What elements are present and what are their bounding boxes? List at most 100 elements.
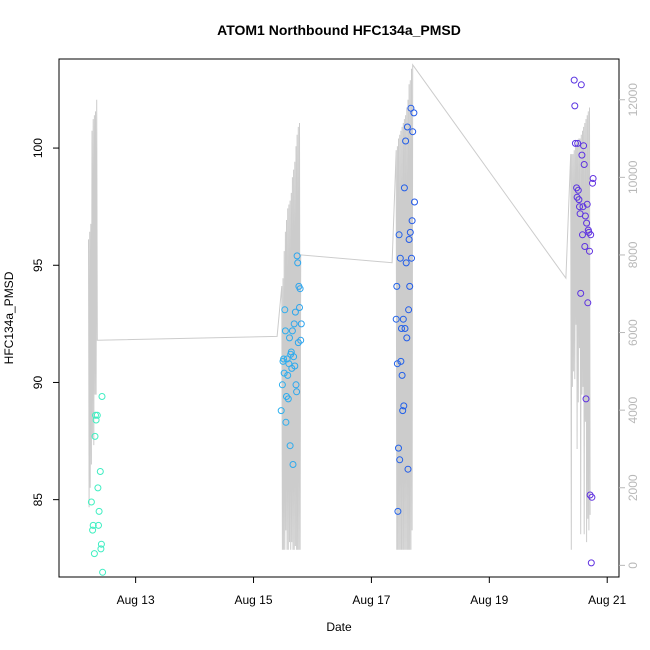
x-axis-label: Date — [326, 620, 352, 634]
data-point — [396, 456, 404, 464]
x-tick-label: Aug 17 — [352, 593, 390, 607]
data-point — [286, 442, 294, 450]
data-point — [586, 247, 593, 255]
data-point — [573, 193, 581, 201]
data-point — [99, 568, 107, 576]
x-tick-label: Aug 15 — [235, 593, 273, 607]
data-point — [281, 327, 289, 335]
data-point — [578, 151, 586, 159]
chart-title: ATOM1 Northbound HFC134a_PMSD — [217, 22, 461, 38]
plot-area — [87, 63, 597, 576]
y-tick-label: 100 — [31, 138, 45, 158]
data-point — [291, 308, 299, 316]
y2-tick-label: 8000 — [626, 241, 640, 268]
data-point — [574, 186, 582, 194]
data-point — [399, 407, 407, 415]
data-point — [293, 252, 301, 260]
data-point — [402, 259, 410, 267]
data-point — [574, 139, 582, 147]
data-point — [283, 355, 291, 363]
secondary-series-line — [88, 63, 591, 550]
data-point — [408, 254, 415, 262]
y-axis-label: HFC134a_PMSD — [2, 271, 16, 364]
data-point — [282, 418, 290, 426]
data-point — [587, 559, 595, 567]
y2-tick-label: 6000 — [626, 319, 640, 346]
data-point — [398, 325, 405, 332]
y2-tick-label: 12000 — [626, 83, 640, 117]
data-point — [571, 139, 579, 147]
data-point — [571, 102, 579, 110]
data-point — [395, 231, 403, 239]
data-point — [411, 198, 418, 206]
y-tick-label: 95 — [31, 258, 45, 272]
data-point — [586, 491, 594, 499]
data-point — [393, 282, 401, 290]
data-point — [281, 306, 289, 314]
data-point — [576, 203, 583, 211]
data-point — [583, 200, 591, 208]
data-point — [297, 336, 305, 344]
data-point — [280, 355, 288, 363]
data-point — [588, 493, 596, 501]
data-point — [394, 507, 402, 515]
data-point — [403, 123, 411, 131]
data-point — [589, 175, 597, 182]
data-point — [292, 381, 300, 389]
data-point — [398, 371, 406, 379]
data-point — [293, 388, 301, 396]
data-point — [284, 371, 292, 379]
y2-tick-label: 0 — [626, 562, 640, 569]
data-point — [89, 526, 97, 534]
data-point — [90, 550, 98, 558]
data-point — [297, 320, 305, 328]
x-axis: Aug 13 Aug 15 Aug 17 Aug 19 Aug 21 — [117, 577, 627, 607]
data-point — [397, 357, 405, 365]
data-point — [392, 315, 400, 323]
data-point — [89, 521, 97, 529]
y2-tick-label: 2000 — [626, 474, 640, 501]
data-point — [580, 161, 588, 168]
data-point — [408, 217, 416, 225]
data-point — [581, 243, 589, 250]
data-point — [402, 137, 410, 145]
x-tick-label: Aug 19 — [470, 593, 508, 607]
data-point — [581, 212, 589, 220]
data-point — [284, 395, 292, 403]
data-point — [96, 468, 104, 475]
data-point — [396, 254, 404, 262]
data-point — [400, 184, 408, 192]
data-point — [98, 393, 106, 400]
data-point — [87, 498, 95, 506]
data-point — [582, 395, 590, 403]
data-point — [395, 444, 402, 452]
data-point — [291, 362, 299, 370]
data-point — [290, 320, 298, 328]
data-point — [584, 299, 592, 307]
y-axis: 85 90 95 100 — [31, 138, 59, 506]
data-point — [406, 282, 414, 290]
data-point — [95, 521, 102, 529]
data-point — [91, 432, 99, 440]
y2-tick-label: 10000 — [626, 160, 640, 194]
data-point — [575, 196, 583, 204]
data-point — [406, 228, 414, 236]
data-point — [401, 325, 409, 332]
data-point — [393, 360, 401, 368]
data-point — [95, 507, 103, 515]
data-point — [405, 306, 413, 314]
data-point — [290, 353, 298, 361]
data-point — [92, 416, 100, 424]
data-point — [410, 109, 418, 117]
data-point — [288, 327, 296, 335]
data-point — [577, 81, 585, 89]
data-point — [286, 334, 293, 342]
data-point — [403, 334, 411, 342]
data-point — [296, 285, 304, 293]
secondary-y-axis: 0 2000 4000 6000 8000 10000 12000 — [619, 83, 640, 569]
x-tick-label: Aug 13 — [117, 593, 155, 607]
x-tick-label: Aug 21 — [588, 593, 626, 607]
data-point — [296, 304, 303, 311]
data-point — [589, 179, 596, 187]
